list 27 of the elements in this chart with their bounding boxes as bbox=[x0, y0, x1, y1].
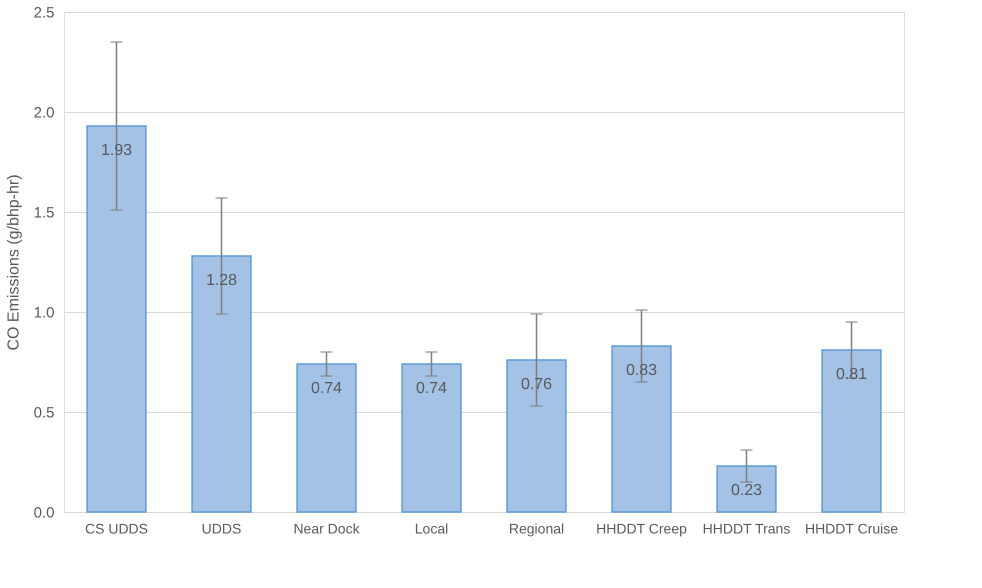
data-label: 0.74 bbox=[416, 380, 448, 397]
y-tick-label: 1.5 bbox=[34, 204, 54, 222]
x-tick-label: Near Dock bbox=[293, 520, 361, 536]
data-label: 0.81 bbox=[836, 366, 868, 383]
bar bbox=[296, 363, 357, 513]
bar bbox=[716, 465, 777, 513]
data-label: 0.74 bbox=[310, 380, 342, 397]
x-tick-label: HHDDT Trans bbox=[702, 520, 790, 536]
bar bbox=[401, 363, 462, 513]
x-tick-label: CS UDDS bbox=[84, 520, 148, 536]
y-tick-label: 2.0 bbox=[34, 104, 54, 122]
y-tick-label: 1.0 bbox=[34, 304, 54, 322]
x-tick-label: HHDDT Creep bbox=[596, 520, 688, 536]
bar bbox=[611, 345, 672, 513]
x-tick-label: UDDS bbox=[202, 520, 242, 536]
y-tick-label: 0.0 bbox=[34, 504, 54, 522]
x-tick-label: HHDDT Cruise bbox=[804, 520, 898, 536]
bar bbox=[506, 359, 567, 513]
x-tick-label: Regional bbox=[508, 520, 564, 536]
bar bbox=[821, 349, 882, 513]
y-tick-label: 0.5 bbox=[34, 404, 54, 422]
bar bbox=[191, 255, 252, 513]
y-axis-title: CO Emissions (g/bhp-hr) bbox=[6, 174, 23, 351]
y-tick-label: 2.5 bbox=[34, 4, 54, 22]
x-tick-label: Local bbox=[414, 520, 448, 536]
bar bbox=[86, 125, 147, 513]
data-label: 0.23 bbox=[730, 482, 762, 499]
